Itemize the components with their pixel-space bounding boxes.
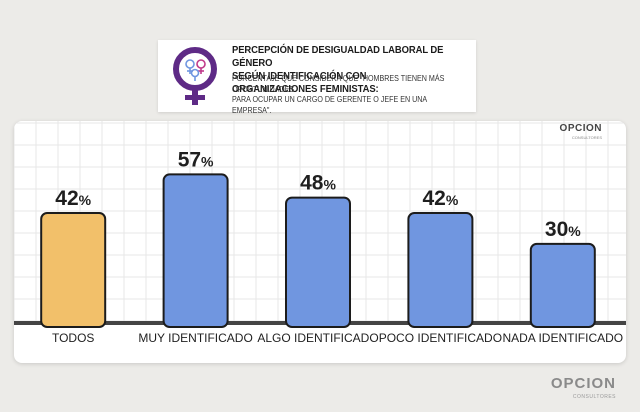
category-label: ALGO IDENTIFICADO xyxy=(257,331,378,345)
bar xyxy=(529,242,596,328)
data-label: 30% xyxy=(545,218,581,241)
brand-logo-watermark-sub: CONSULTORES xyxy=(572,394,616,400)
bar xyxy=(40,212,107,328)
chart-panel: 42% TODOS 57% MUY IDENTIFICADO 48% ALGO IDENT… xyxy=(14,121,626,363)
category-label: POCO IDENTIFICADO xyxy=(379,331,502,345)
bar-chart: 42% TODOS 57% MUY IDENTIFICADO 48% ALGO IDENT… xyxy=(14,121,626,345)
brand-logo-small-sub: CONSULTORES xyxy=(571,135,602,140)
category-label: MUY IDENTIFICADO xyxy=(138,331,252,345)
category-label: TODOS xyxy=(52,331,94,345)
chart-header: PERCEPCIÓN DE DESIGUALDAD LABORAL DE GÉN… xyxy=(158,40,476,115)
brand-logo-small: OPCION xyxy=(559,123,602,134)
data-label: 57% xyxy=(178,148,214,171)
bar xyxy=(162,173,229,328)
bar xyxy=(407,212,474,328)
chart-subtitle: PORCENTAJE QUE CONSIDERA QUE "HOMBRES TI… xyxy=(232,73,445,115)
bar xyxy=(285,196,351,328)
data-label: 42% xyxy=(422,187,458,210)
brand-logo-watermark: OPCION xyxy=(550,375,616,392)
category-label: NADA IDENTIFICADO xyxy=(502,331,623,345)
chart-title: PERCEPCIÓN DE DESIGUALDAD LABORAL DE GÉN… xyxy=(232,44,444,95)
data-label: 42% xyxy=(55,187,91,210)
data-label: 48% xyxy=(300,172,336,195)
female-symbol-icon xyxy=(173,47,217,105)
